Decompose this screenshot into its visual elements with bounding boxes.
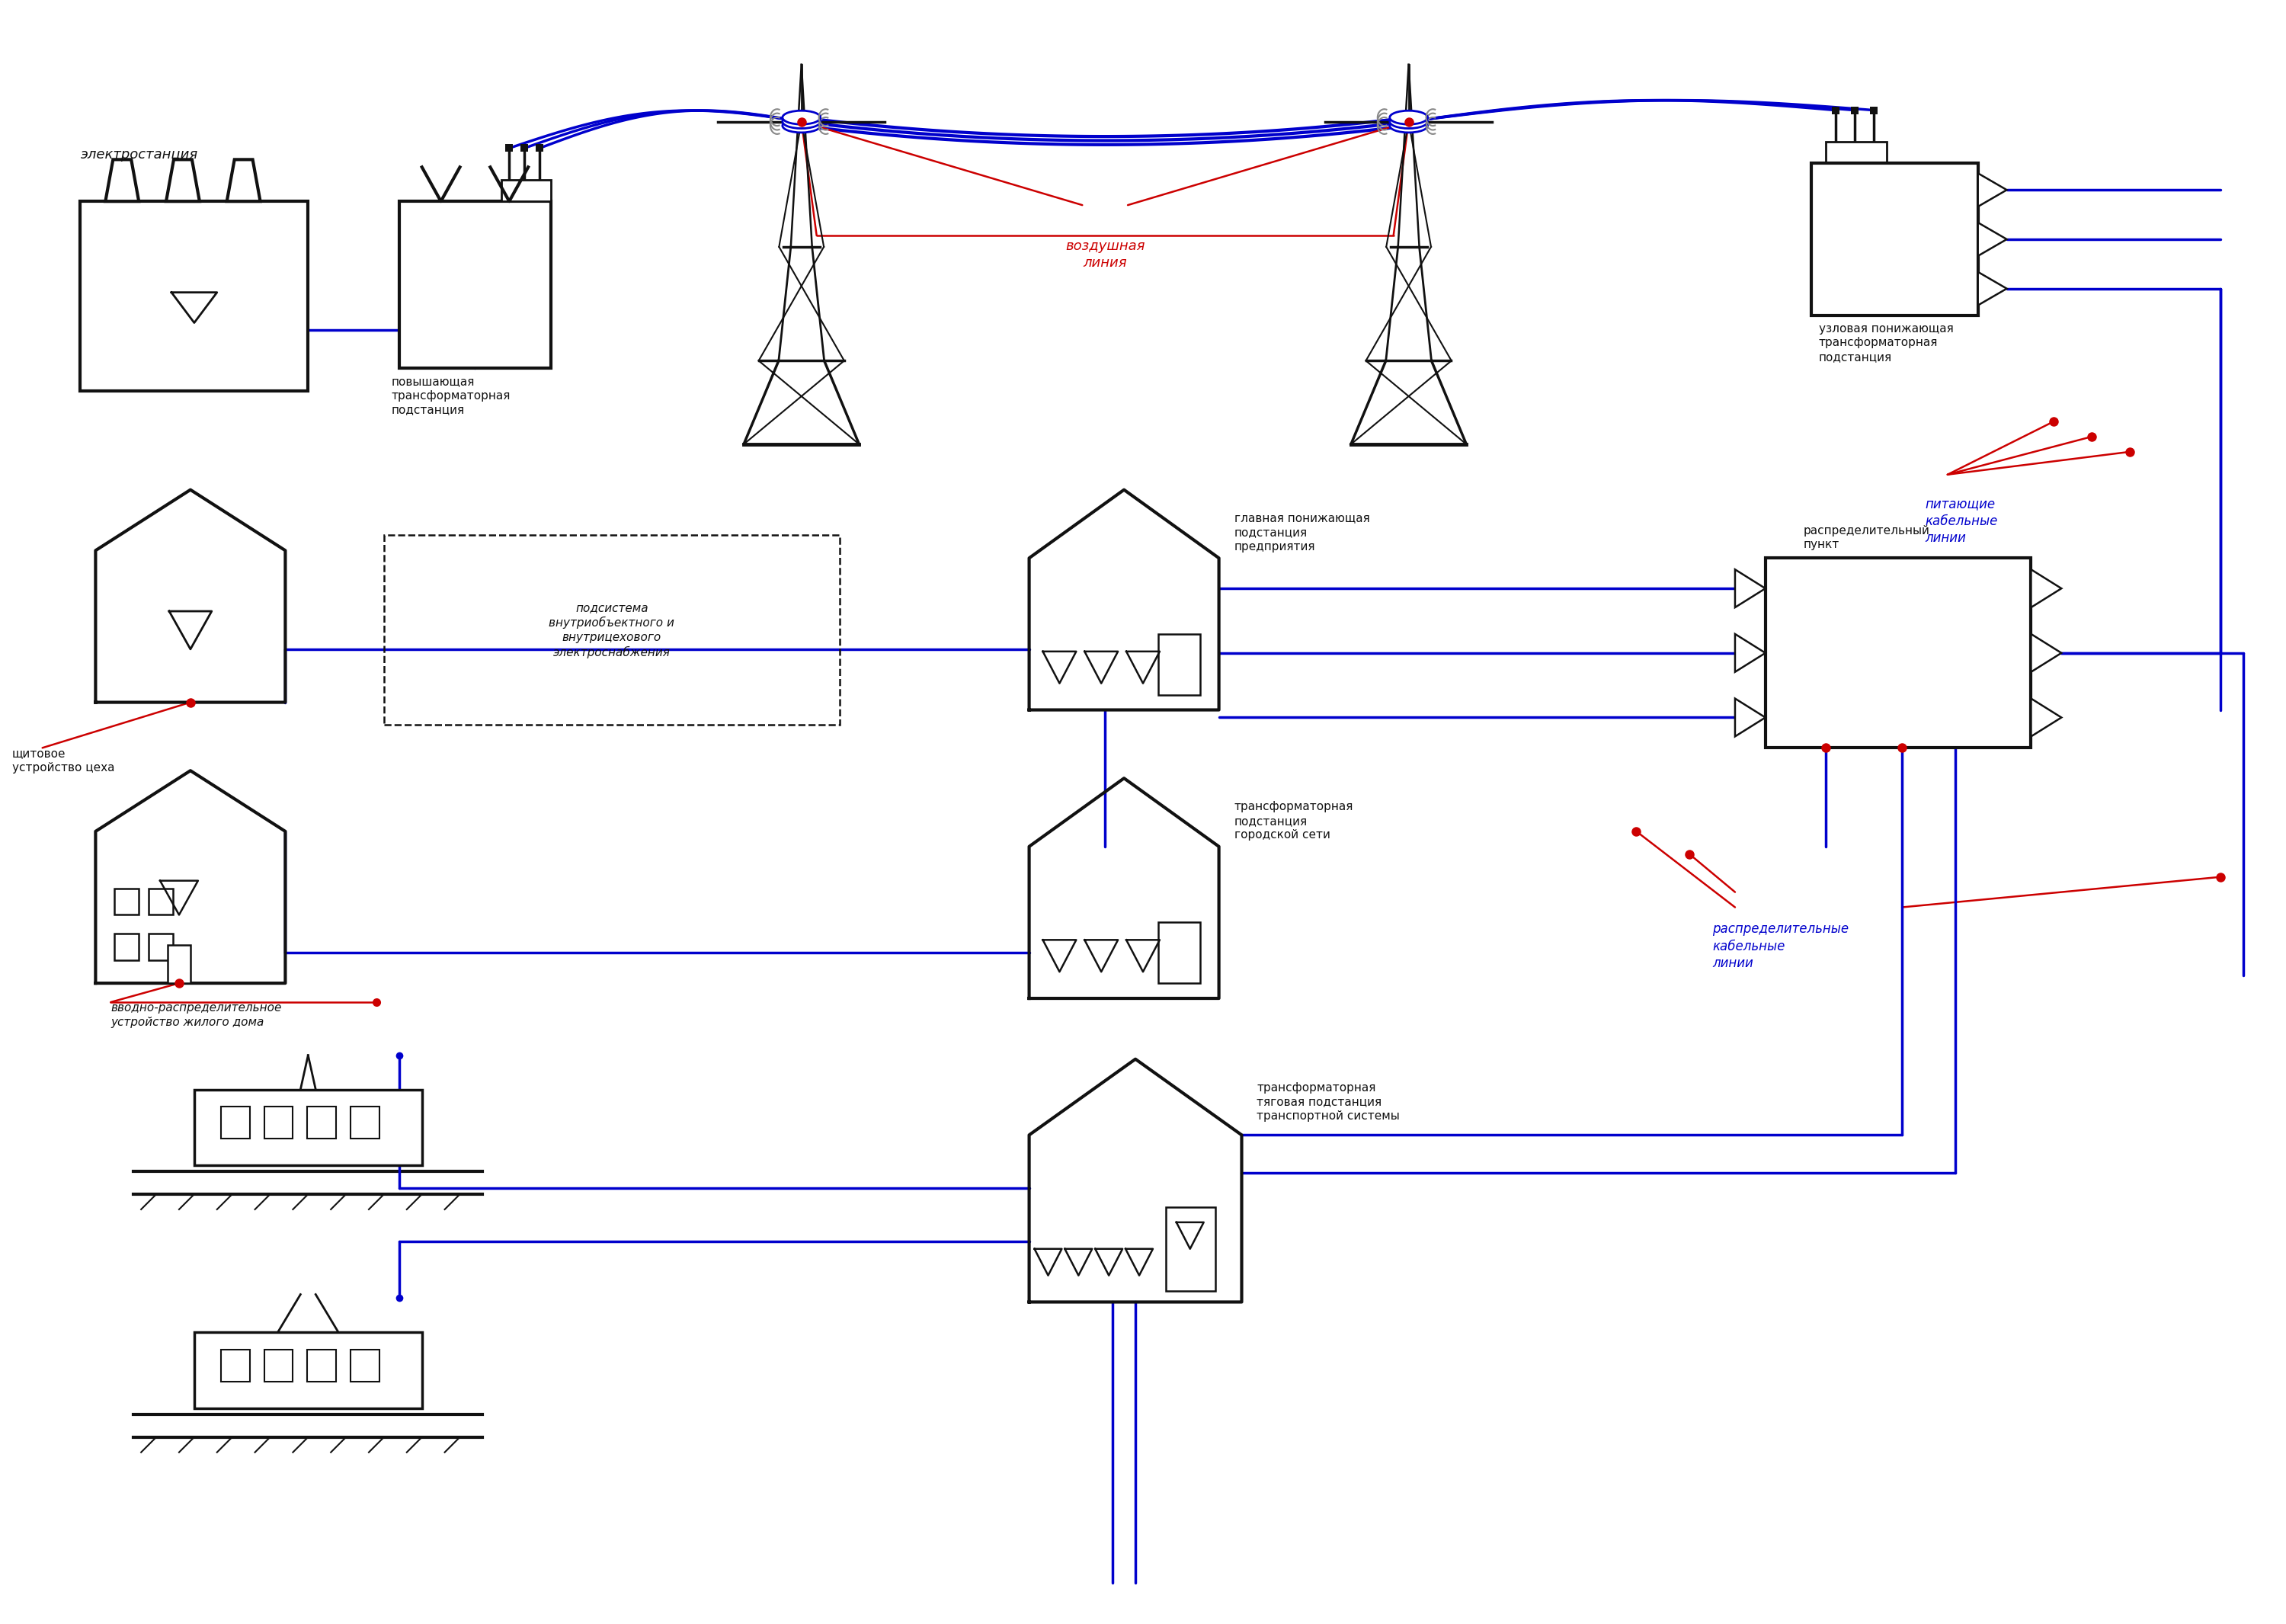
Bar — [1159, 633, 1200, 695]
Bar — [501, 180, 551, 201]
Polygon shape — [167, 159, 199, 201]
Ellipse shape — [782, 115, 821, 128]
Bar — [222, 1108, 249, 1138]
Bar — [1811, 164, 1977, 315]
Text: распределительные
кабельные
линии: распределительные кабельные линии — [1712, 922, 1849, 970]
Text: вводно-распределительное
устройство жилого дома: вводно-распределительное устройство жило… — [110, 1002, 281, 1028]
Bar — [149, 888, 174, 914]
Ellipse shape — [1390, 110, 1429, 125]
Text: главная понижающая
подстанция
предприятия: главная понижающая подстанция предприяти… — [1234, 513, 1369, 552]
Polygon shape — [2030, 570, 2062, 607]
Bar — [306, 1350, 336, 1382]
Bar — [1765, 559, 2030, 749]
Polygon shape — [2030, 698, 2062, 736]
Polygon shape — [105, 159, 139, 201]
Polygon shape — [2030, 633, 2062, 672]
Ellipse shape — [1390, 119, 1429, 133]
Polygon shape — [226, 159, 261, 201]
Polygon shape — [1977, 174, 2007, 206]
Polygon shape — [1735, 698, 1765, 736]
Bar — [265, 1108, 293, 1138]
Ellipse shape — [782, 119, 821, 133]
Bar — [400, 201, 551, 369]
Bar — [350, 1108, 379, 1138]
Bar — [114, 934, 139, 960]
Bar — [80, 201, 309, 391]
Polygon shape — [1977, 222, 2007, 257]
Polygon shape — [1735, 633, 1765, 672]
Bar — [265, 1350, 293, 1382]
Polygon shape — [1735, 570, 1765, 607]
Text: питающие
кабельные
линии: питающие кабельные линии — [1925, 497, 1998, 546]
Text: щитовое
устройство цеха: щитовое устройство цеха — [11, 749, 114, 773]
Bar — [384, 536, 839, 724]
Bar — [194, 1332, 423, 1408]
Bar — [114, 888, 139, 914]
Bar — [167, 945, 190, 983]
Bar — [1827, 141, 1886, 164]
Text: подсистема
внутриобъектного и
внутрицехового
электроснабжения: подсистема внутриобъектного и внутрицехо… — [549, 603, 674, 658]
Polygon shape — [1977, 271, 2007, 305]
Bar — [149, 934, 174, 960]
Text: электростанция: электростанция — [80, 148, 199, 162]
Bar — [306, 1108, 336, 1138]
Text: трансформаторная
подстанция
городской сети: трансформаторная подстанция городской се… — [1234, 801, 1353, 841]
Bar — [1159, 922, 1200, 983]
Text: трансформаторная
тяговая подстанция
транспортной системы: трансформаторная тяговая подстанция тран… — [1257, 1082, 1399, 1122]
Bar — [222, 1350, 249, 1382]
Bar — [1166, 1207, 1216, 1291]
Text: узловая понижающая
трансформаторная
подстанция: узловая понижающая трансформаторная подс… — [1820, 323, 1952, 362]
Text: повышающая
трансформаторная
подстанция: повышающая трансформаторная подстанция — [391, 375, 510, 416]
Ellipse shape — [1390, 115, 1429, 128]
Ellipse shape — [782, 110, 821, 125]
Bar — [194, 1090, 423, 1166]
Bar — [350, 1350, 379, 1382]
Text: распределительный
пункт: распределительный пункт — [1804, 525, 1929, 551]
Text: воздушная
линия: воздушная линия — [1065, 239, 1145, 270]
